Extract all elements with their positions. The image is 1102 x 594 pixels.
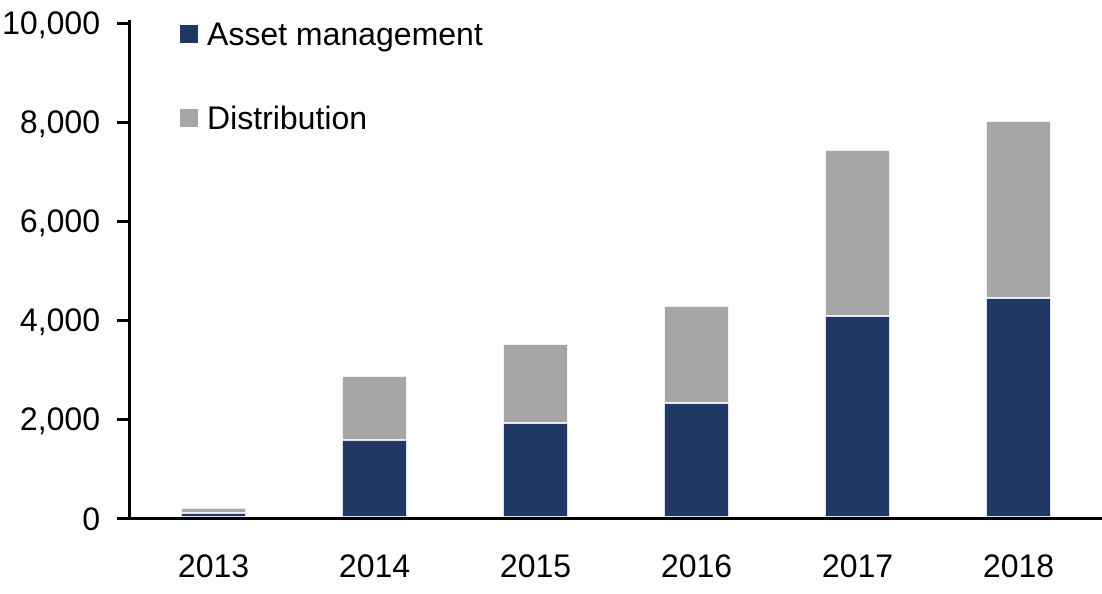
asset-management-swatch-icon: [180, 25, 198, 43]
y-axis-tick-6000: [117, 219, 129, 223]
bar-segment-2014-asset-management: [342, 440, 407, 517]
y-axis-label-4000: 4,000: [19, 302, 100, 339]
y-axis-line: [128, 20, 131, 519]
legend-item-distribution: Distribution: [180, 99, 367, 137]
y-axis-label-2000: 2,000: [19, 401, 100, 438]
bar-segment-2017-distribution: [825, 150, 890, 317]
bar-segment-2013-asset-management: [181, 513, 246, 517]
y-axis-tick-2000: [117, 417, 129, 421]
legend-label-distribution: Distribution: [207, 100, 368, 136]
x-axis-label-2014: 2014: [338, 548, 411, 584]
x-axis-label-2017: 2017: [821, 548, 894, 584]
x-axis-label-2018: 2018: [982, 548, 1055, 584]
y-axis-tick-10000: [117, 21, 129, 25]
distribution-swatch-icon: [180, 109, 198, 127]
bar-segment-2015-distribution: [503, 343, 568, 423]
legend-item-asset-management: Asset management: [180, 15, 483, 53]
bar-segment-2017-asset-management: [825, 316, 890, 517]
x-axis-label-2016: 2016: [660, 548, 733, 584]
y-axis-tick-8000: [117, 120, 129, 124]
y-axis-label-6000: 6,000: [19, 203, 100, 240]
bar-segment-2015-asset-management: [503, 422, 568, 517]
x-axis-label-2015: 2015: [499, 548, 572, 584]
bar-segment-2018-distribution: [986, 120, 1051, 298]
legend-label-asset-management: Asset management: [207, 16, 483, 52]
bar-segment-2013-distribution: [181, 508, 246, 514]
x-axis-line: [128, 517, 1102, 520]
bar-segment-2016-distribution: [664, 306, 729, 404]
y-axis-tick-0: [117, 517, 129, 520]
bar-segment-2018-asset-management: [986, 297, 1051, 517]
x-axis-label-2013: 2013: [177, 548, 250, 584]
y-axis-label-0: 0: [82, 500, 100, 537]
y-axis-label-10000: 10,000: [2, 5, 100, 41]
y-axis-tick-4000: [117, 318, 129, 322]
bar-segment-2014-distribution: [342, 375, 407, 441]
y-axis-label-8000: 8,000: [19, 104, 100, 141]
bar-segment-2016-asset-management: [664, 403, 729, 517]
